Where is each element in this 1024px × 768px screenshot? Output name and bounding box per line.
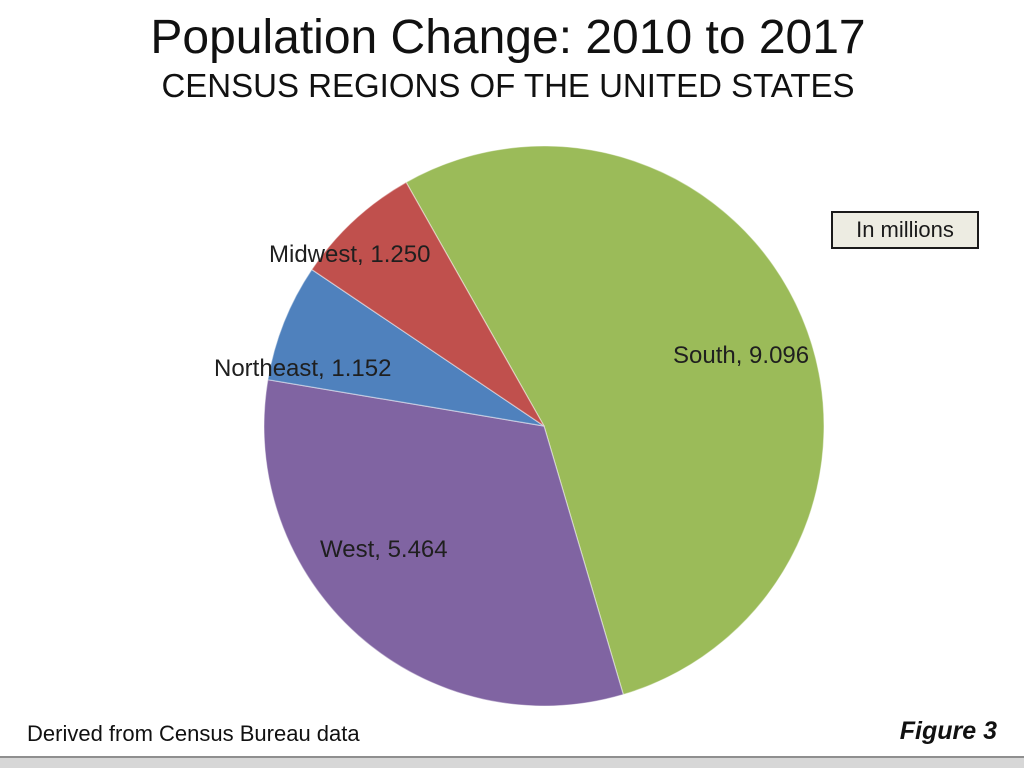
chart-title: Population Change: 2010 to 2017 — [150, 11, 866, 64]
units-callout-box: In millions — [831, 211, 979, 249]
slice-label-northeast: Northeast, 1.152 — [214, 355, 392, 382]
pie-slice-midwest — [310, 181, 545, 427]
bottom-border-strip — [0, 756, 1024, 768]
figure-number-label: Figure 3 — [899, 717, 997, 745]
slice-label-west: West, 5.464 — [320, 536, 448, 563]
slice-label-midwest: Midwest, 1.250 — [269, 241, 431, 268]
pie-slice-south — [405, 145, 825, 696]
chart-title-block: Population Change: 2010 to 2017 CENSUS R… — [0, 11, 1016, 105]
units-callout-label: In millions — [856, 217, 954, 242]
pie-slice-northeast — [267, 268, 545, 427]
chart-subtitle: CENSUS REGIONS OF THE UNITED STATES — [161, 66, 855, 104]
pie-slice-west — [263, 378, 625, 707]
slice-label-south: South, 9.096 — [673, 342, 810, 369]
source-note: Derived from Census Bureau data — [27, 721, 360, 746]
